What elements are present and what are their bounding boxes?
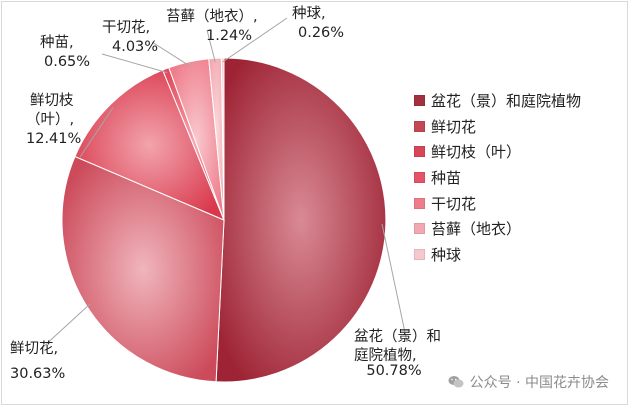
wechat-icon xyxy=(448,375,464,389)
slice-label-6-pct: 0.26% xyxy=(298,25,345,41)
slice-label-1-name: 鲜切花, xyxy=(10,341,59,357)
pie-slice-2 xyxy=(74,69,225,221)
slice-label-0-name1: 盆花（景）和 xyxy=(354,329,441,345)
slice-label-1: 鲜切花, 30.63% xyxy=(10,340,65,384)
legend-swatch-5 xyxy=(414,223,425,235)
slice-label-4: 干切花, 4.03% xyxy=(102,19,158,57)
legend-swatch-6 xyxy=(414,248,425,260)
legend-label-4: 干切花 xyxy=(431,194,477,213)
legend-item-4: 干切花 xyxy=(414,190,624,216)
legend-item-0: 盆花（景）和庭院植物 xyxy=(414,88,624,114)
legend-label-1: 鲜切花 xyxy=(431,117,477,136)
slice-label-0-pct: 50.78% xyxy=(366,363,422,379)
legend-swatch-0 xyxy=(414,95,425,107)
leader-line-0 xyxy=(381,223,408,343)
leader-line-3 xyxy=(101,53,168,74)
leader-line-1 xyxy=(41,303,91,349)
slice-label-2-name2: （叶）, xyxy=(26,112,75,128)
legend-swatch-1 xyxy=(414,120,425,132)
pie-slice-0 xyxy=(215,57,387,383)
chart-legend: 盆花（景）和庭院植物 鲜切花鲜切枝（叶） 种苗干切花苔藓（地衣） 种球 xyxy=(414,88,624,267)
slice-label-3-name: 种苗, xyxy=(40,35,74,51)
slice-label-6: 种球, 0.26% xyxy=(292,5,344,43)
legend-label-6: 种球 xyxy=(431,245,462,264)
legend-swatch-2 xyxy=(414,146,425,158)
slice-label-4-pct: 4.03% xyxy=(112,39,159,55)
slice-label-5-pct: 1.24% xyxy=(206,28,253,44)
legend-label-3: 种苗 xyxy=(431,169,462,188)
leader-line-2 xyxy=(79,107,114,158)
watermark: 公众号 · 中国花卉协会 xyxy=(448,372,609,392)
slice-label-3-pct: 0.65% xyxy=(44,54,91,70)
slice-label-0-name2: 庭院植物, xyxy=(354,348,417,364)
legend-swatch-4 xyxy=(414,197,425,209)
legend-swatch-3 xyxy=(414,172,425,184)
legend-label-0: 盆花（景）和庭院植物 xyxy=(431,92,582,111)
legend-label-2: 鲜切枝（叶） xyxy=(431,143,522,162)
slice-label-2: 鲜切枝 （叶）, 12.41% xyxy=(26,92,81,149)
slice-label-4-name: 干切花, xyxy=(102,20,151,36)
legend-item-3: 种苗 xyxy=(414,165,624,191)
slice-label-0: 盆花（景）和 庭院植物, 50.78% xyxy=(354,328,441,381)
leader-line-4 xyxy=(151,41,190,67)
legend-label-5: 苔藓（地衣） xyxy=(431,220,522,239)
pie-slice-6 xyxy=(220,57,225,221)
leader-line-6 xyxy=(222,17,288,63)
legend-item-5: 苔藓（地衣） xyxy=(414,216,624,242)
slice-label-6-name: 种球, xyxy=(292,6,326,22)
legend-item-6: 种球 xyxy=(414,242,624,268)
legend-item-1: 鲜切花 xyxy=(414,114,624,140)
slice-label-5-name: 苔藓（地衣）, xyxy=(166,9,258,25)
leader-line-5 xyxy=(206,29,216,63)
pie-slice-1 xyxy=(61,155,225,383)
slice-label-3: 种苗, 0.65% xyxy=(40,34,90,72)
slice-label-2-name1: 鲜切枝 xyxy=(30,93,74,109)
watermark-text: 公众号 · 中国花卉协会 xyxy=(469,375,609,391)
legend-item-2: 鲜切枝（叶） xyxy=(414,139,624,165)
slice-label-2-pct: 12.41% xyxy=(26,131,82,147)
slice-label-1-pct: 30.63% xyxy=(10,366,66,382)
slice-label-5: 苔藓（地衣）, 1.24% xyxy=(166,8,258,46)
